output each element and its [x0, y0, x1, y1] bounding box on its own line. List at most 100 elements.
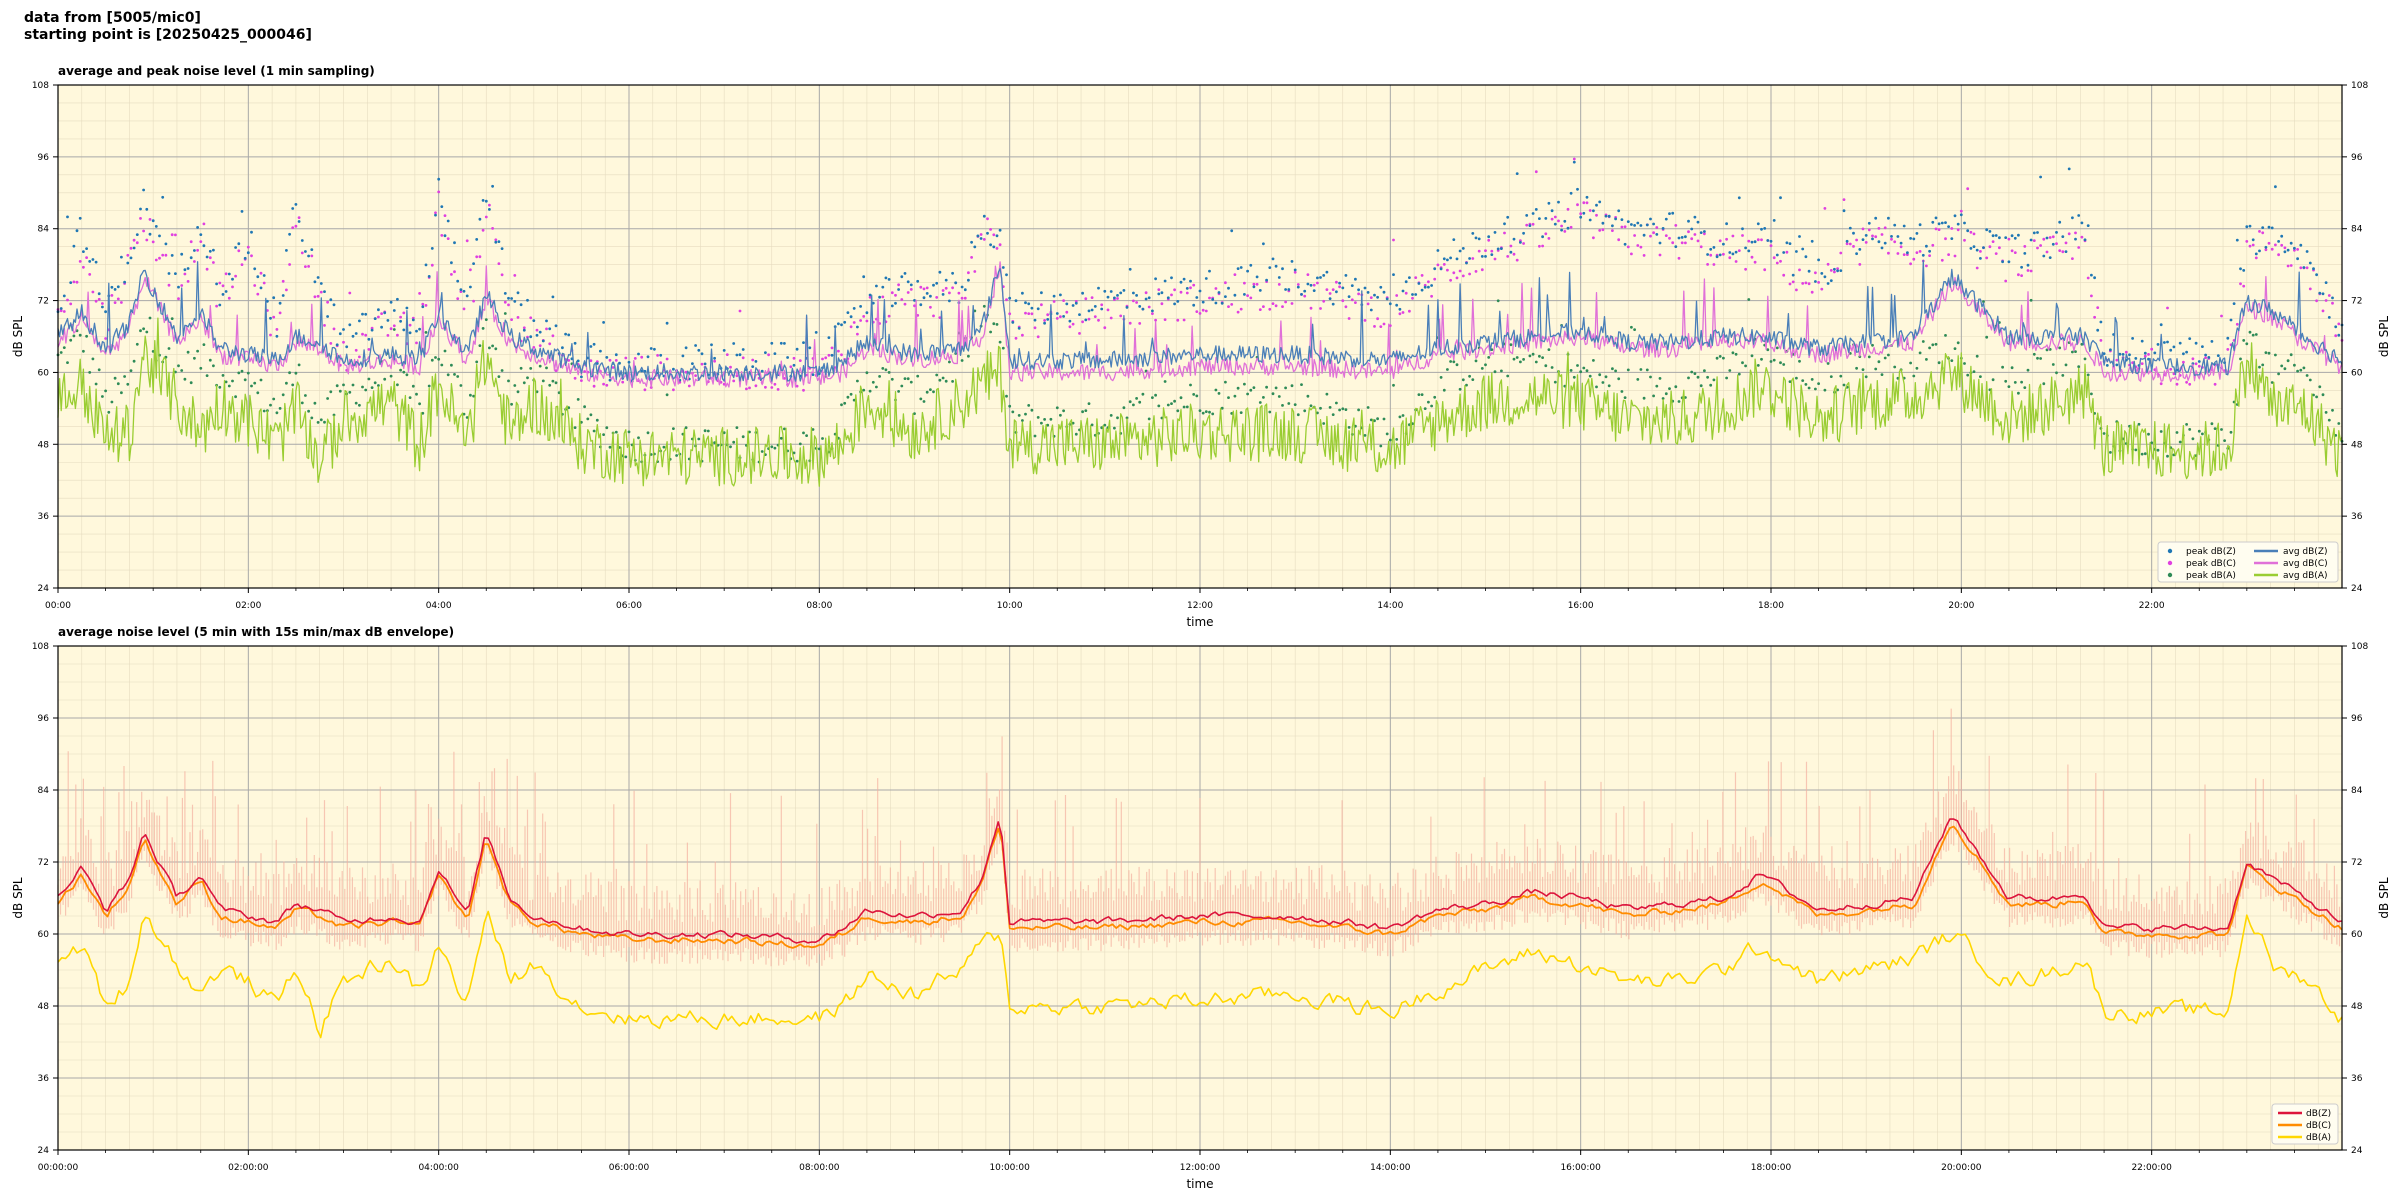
peak-a-dot: [722, 431, 726, 435]
peak-c-dot: [986, 217, 989, 221]
peak-a-dot: [478, 344, 482, 347]
peak-z-dot: [335, 343, 339, 347]
peak-c-dot: [1775, 261, 1779, 265]
peak-c-dot: [1928, 254, 1931, 257]
peak-a-dot: [294, 371, 298, 375]
peak-z-dot: [1975, 248, 1979, 252]
peak-z-dot: [1709, 247, 1713, 251]
peak-z-dot: [1684, 235, 1687, 239]
legend-label: avg dB(C): [2283, 559, 2328, 569]
peak-a-dot: [1864, 375, 1868, 379]
peak-c-dot: [1959, 209, 1963, 213]
peak-z-dot: [944, 278, 948, 282]
x-tick-label: 10:00: [997, 601, 1023, 611]
peak-c-dot: [272, 315, 276, 319]
peak-c-dot: [1027, 312, 1031, 315]
peak-c-dot: [1455, 276, 1459, 280]
peak-c-dot: [1829, 269, 1833, 272]
peak-a-dot: [2074, 350, 2077, 353]
peak-z-dot: [1135, 294, 1138, 297]
peak-a-dot: [456, 375, 460, 378]
peak-z-dot: [1062, 315, 1065, 318]
peak-c-dot: [789, 365, 793, 369]
peak-z-dot: [545, 319, 548, 323]
peak-z-dot: [573, 341, 577, 345]
peak-a-dot: [919, 397, 923, 401]
peak-c-dot: [94, 299, 98, 303]
peak-a-dot: [231, 379, 234, 383]
peak-a-dot: [503, 312, 507, 315]
peak-a-dot: [1265, 385, 1268, 389]
peak-a-dot: [307, 409, 310, 413]
peak-z-dot: [332, 303, 336, 307]
peak-c-dot: [1814, 271, 1817, 275]
peak-c-dot: [2064, 241, 2068, 245]
peak-z-dot: [456, 279, 460, 283]
peak-z-dot: [713, 356, 716, 360]
peak-a-dot: [2001, 365, 2004, 369]
peak-c-dot: [1487, 238, 1491, 242]
peak-c-dot: [1097, 318, 1100, 322]
peak-a-dot: [2302, 366, 2306, 370]
peak-z-dot: [1468, 257, 1471, 260]
peak-a-dot: [675, 454, 678, 457]
peak-a-dot: [1385, 432, 1389, 436]
peak-z-dot: [1538, 217, 1541, 221]
peak-c-dot: [624, 356, 628, 360]
peak-c-dot: [196, 248, 200, 252]
peak-z-dot: [1645, 223, 1649, 227]
peak-z-dot: [497, 240, 501, 244]
peak-a-dot: [614, 430, 618, 434]
peak-a-dot: [1201, 411, 1205, 415]
peak-z-dot: [786, 356, 789, 359]
peak-a-dot: [2017, 391, 2020, 395]
peak-a-dot: [1887, 353, 1890, 357]
peak-c-dot: [1347, 317, 1351, 320]
peak-z-dot: [1227, 286, 1230, 290]
peak-z-dot: [602, 321, 605, 324]
peak-a-dot: [2245, 342, 2249, 346]
peak-c-dot: [1858, 263, 1862, 266]
y-tick-label: 36: [2351, 512, 2363, 522]
peak-z-dot: [1420, 288, 1424, 292]
peak-z-dot: [1509, 250, 1513, 254]
peak-c-dot: [1246, 294, 1249, 297]
peak-z-dot: [1201, 300, 1205, 304]
peak-z-dot: [973, 245, 977, 249]
peak-c-dot: [2020, 274, 2023, 277]
peak-a-dot: [481, 327, 485, 330]
peak-a-dot: [1217, 392, 1221, 395]
peak-c-dot: [1144, 291, 1148, 295]
peak-z-dot: [1496, 247, 1500, 251]
peak-a-dot: [1623, 396, 1627, 399]
peak-a-dot: [2308, 378, 2312, 382]
peak-z-dot: [986, 231, 989, 235]
peak-z-dot: [2239, 267, 2242, 271]
peak-c-dot: [1956, 228, 1960, 232]
peak-z-dot: [1293, 268, 1297, 272]
peak-c-dot: [837, 349, 840, 353]
peak-z-dot: [1630, 223, 1633, 226]
peak-a-dot: [1823, 388, 1827, 392]
peak-a-dot: [1814, 387, 1817, 391]
peak-z-dot: [78, 216, 82, 220]
peak-a-dot: [1620, 390, 1624, 393]
peak-z-dot: [1268, 266, 1272, 269]
peak-z-dot: [1731, 252, 1735, 256]
peak-a-dot: [890, 377, 894, 381]
peak-a-dot: [316, 421, 320, 424]
peak-a-dot: [2283, 367, 2287, 371]
peak-a-dot: [948, 360, 951, 364]
peak-z-dot: [2055, 231, 2058, 234]
peak-z-dot: [1163, 279, 1167, 283]
peak-z-dot: [1747, 249, 1751, 253]
legend-marker: [2167, 572, 2173, 578]
peak-c-dot: [614, 359, 618, 362]
peak-z-dot: [1836, 269, 1839, 273]
peak-c-dot: [748, 386, 751, 390]
peak-c-dot: [2251, 243, 2255, 247]
peak-z-dot: [2293, 246, 2296, 250]
peak-c-dot: [218, 281, 222, 285]
peak-a-dot: [2055, 371, 2058, 375]
peak-z-dot: [783, 342, 786, 345]
